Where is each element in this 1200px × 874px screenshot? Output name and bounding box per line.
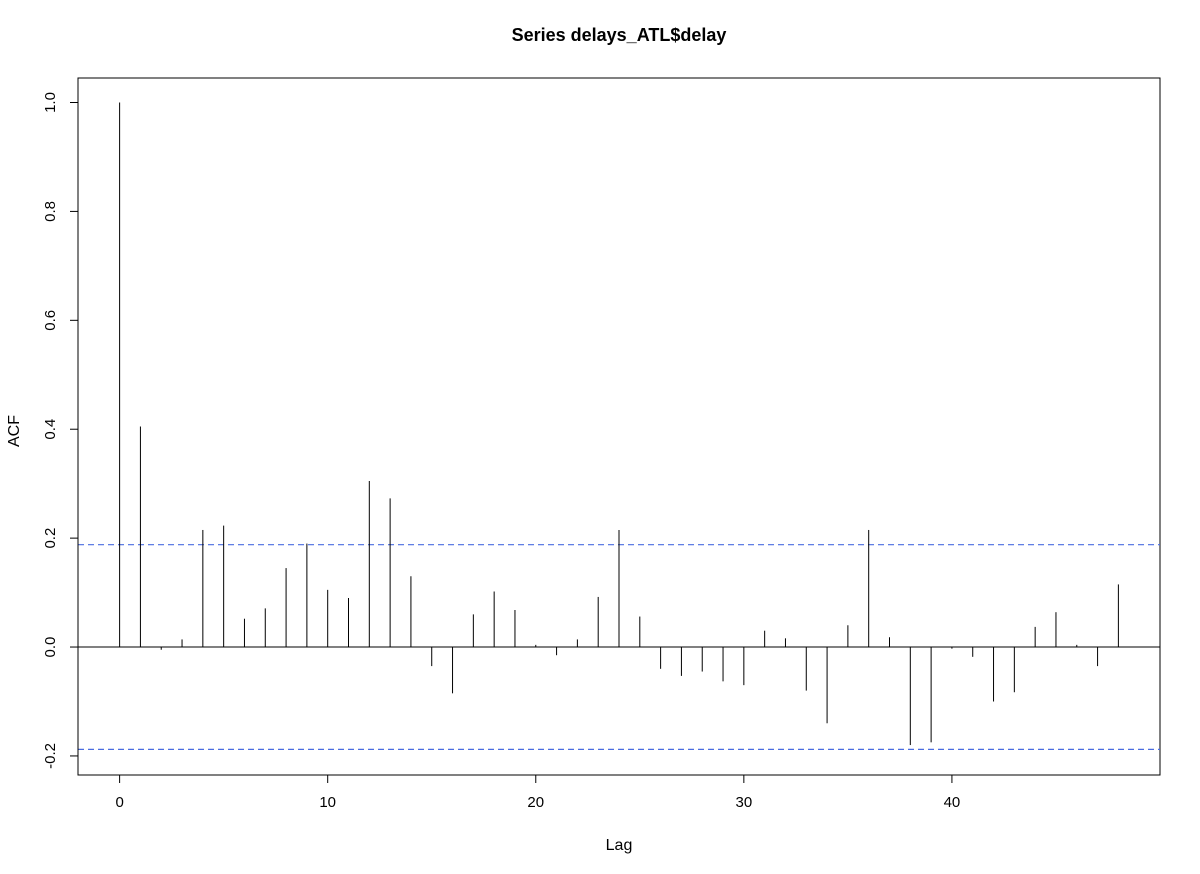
plot-frame — [77, 77, 1161, 776]
y-tick-label: 0.6 — [42, 310, 59, 331]
x-tick-label: 30 — [736, 794, 753, 811]
y-tick-label: -0.2 — [42, 743, 59, 769]
x-axis-title: Lag — [606, 837, 633, 854]
x-tick-label: 40 — [944, 794, 961, 811]
x-tick-label: 10 — [319, 794, 336, 811]
x-axis: 0 10 20 30 40 — [115, 774, 961, 811]
y-tick-label: 0.0 — [42, 637, 59, 658]
y-tick-label: 0.4 — [42, 419, 59, 440]
y-tick-label: 0.2 — [42, 528, 59, 549]
x-tick-label: 20 — [527, 794, 544, 811]
y-tick-label: 0.8 — [42, 201, 59, 222]
y-tick-label: 1.0 — [42, 92, 59, 113]
y-axis-title: ACF — [6, 415, 23, 447]
chart-title: Series delays_ATL$delay — [512, 25, 727, 45]
x-tick-label: 0 — [115, 794, 123, 811]
acf-spikes — [119, 102, 1119, 746]
y-axis: -0.2 0.0 0.2 0.4 0.6 0.8 1.0 — [42, 92, 79, 769]
